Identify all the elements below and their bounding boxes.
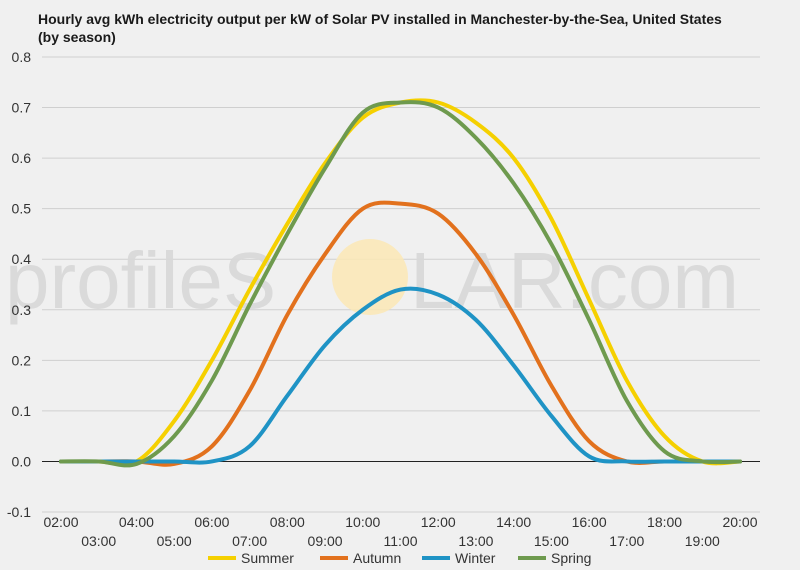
x-tick-label: 15:00 [534, 533, 569, 549]
legend-label-autumn: Autumn [353, 550, 401, 566]
x-tick-label: 12:00 [421, 514, 456, 530]
x-tick-label: 14:00 [496, 514, 531, 530]
axis-layer: -0.1 0.0 0.1 0.2 0.3 0.4 0.5 0.6 0.7 0.8 02:0003:0… [7, 49, 758, 549]
x-tick-label: 10:00 [345, 514, 380, 530]
legend-label-spring: Spring [551, 550, 591, 566]
x-tick-label: 03:00 [81, 533, 116, 549]
x-tick-label: 06:00 [194, 514, 229, 530]
series-layer [59, 98, 742, 468]
watermark-text-right: LAR.com [410, 236, 739, 325]
x-tick-label: 16:00 [572, 514, 607, 530]
watermark: profileS LAR.com [5, 236, 739, 325]
x-tick-label: 04:00 [119, 514, 154, 530]
y-tick-label: 0.1 [12, 403, 32, 419]
y-tick-label: -0.1 [7, 504, 31, 520]
watermark-sun-icon [332, 239, 408, 315]
x-tick-label: 08:00 [270, 514, 305, 530]
x-tick-label: 02:00 [43, 514, 78, 530]
y-tick-label: 0.3 [12, 302, 32, 318]
legend: Summer Autumn Winter Spring [208, 550, 591, 566]
x-tick-label: 11:00 [384, 533, 418, 549]
x-tick-label: 09:00 [308, 533, 343, 549]
x-tick-label: 20:00 [722, 514, 757, 530]
y-tick-label: 0.5 [12, 201, 32, 217]
x-tick-label: 19:00 [685, 533, 720, 549]
series-line-spring [59, 100, 742, 468]
y-tick-label: 0.8 [12, 49, 32, 65]
x-tick-label: 13:00 [458, 533, 493, 549]
legend-label-winter: Winter [455, 550, 496, 566]
y-tick-label: 0.4 [12, 251, 32, 267]
watermark-text-left: profileS [5, 236, 276, 325]
chart-title: Hourly avg kWh electricity output per kW… [38, 11, 722, 45]
legend-label-summer: Summer [241, 550, 294, 566]
x-tick-label: 07:00 [232, 533, 267, 549]
y-tick-label: 0.0 [12, 453, 32, 469]
y-tick-label: 0.6 [12, 150, 32, 166]
y-tick-label: 0.2 [12, 352, 32, 368]
x-tick-label: 05:00 [157, 533, 192, 549]
x-tick-label: 17:00 [609, 533, 644, 549]
series-line-winter [59, 286, 742, 465]
y-tick-label: 0.7 [12, 100, 32, 116]
x-tick-label: 18:00 [647, 514, 682, 530]
